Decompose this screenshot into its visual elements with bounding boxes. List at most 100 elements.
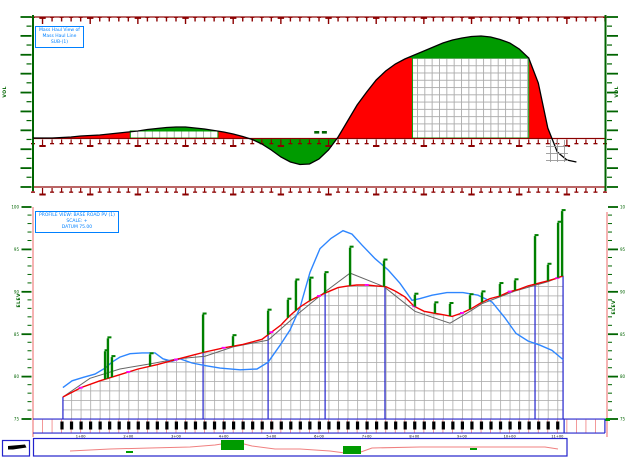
station-tick-label <box>212 421 217 430</box>
elevation-tick-label: 100 <box>620 205 625 210</box>
profile-pi-marker <box>460 312 465 314</box>
band-station-label: 2+00 <box>123 435 134 439</box>
fill-area <box>247 138 338 165</box>
elevation-tick-label: 85 <box>620 332 625 337</box>
station-tick-label <box>203 421 207 430</box>
profile-series-lines[interactable] <box>62 209 566 419</box>
station-tick-label <box>336 421 341 430</box>
station-tick-label <box>508 421 512 430</box>
station-marker-bar <box>201 314 205 353</box>
station-marker-bar <box>468 295 472 310</box>
profile-pi-marker <box>317 295 322 297</box>
fill-cap-2 <box>407 36 529 58</box>
mass-haul-axes <box>20 15 618 196</box>
profile-title-line2: SCALE: + <box>66 218 88 224</box>
band-station-label: 9+00 <box>457 435 468 439</box>
overview-strip[interactable] <box>1 437 568 457</box>
profile-hatch-area[interactable] <box>62 275 564 419</box>
elevation-tick-label: 75 <box>620 417 625 422</box>
profile-title-line3: DATUM 75.00 <box>61 224 93 230</box>
station-marker-bar <box>231 336 235 347</box>
profile-right-axis-label: ELEV <box>612 300 617 315</box>
station-marker-bar <box>308 278 312 301</box>
station-marker-bar <box>148 354 152 367</box>
station-tick-label <box>441 421 445 430</box>
mass-haul-title-line3: SUB-(1) <box>50 39 69 45</box>
station-tick-label <box>451 421 455 430</box>
station-tick-label <box>155 421 159 430</box>
elevation-tick-label: 75 <box>14 417 20 422</box>
station-marker-bar <box>480 292 484 303</box>
station-tick-label <box>527 421 531 430</box>
station-tick-label <box>374 421 379 430</box>
elevation-tick-label: 95 <box>14 247 20 252</box>
elevation-tick-label: 80 <box>14 374 20 379</box>
profile-pi-marker <box>174 358 179 361</box>
elevation-tick-label: 80 <box>620 374 625 379</box>
elevation-tick-label: 85 <box>14 332 20 337</box>
station-tick-label <box>537 421 541 430</box>
station-tick-label <box>403 421 407 430</box>
freehaul-region-1 <box>129 130 219 139</box>
station-marker-bar <box>382 260 386 287</box>
station-tick-label <box>489 421 493 430</box>
elevation-tick-label: 90 <box>620 289 625 294</box>
station-tick-label <box>270 421 274 430</box>
station-tick-label <box>517 421 522 430</box>
station-marker-bar <box>110 357 114 378</box>
station-tick-label <box>327 421 331 430</box>
band-station-label: 4+00 <box>219 435 230 439</box>
band-station-label: 5+00 <box>266 435 277 439</box>
band-station-label: 6+00 <box>314 435 325 439</box>
elevation-tick-label: 100 <box>11 205 19 210</box>
station-tick-label <box>298 421 302 430</box>
station-marker-bar <box>286 299 290 318</box>
overview-marker <box>470 448 477 450</box>
profile-pi-marker <box>269 331 274 334</box>
station-marker-bar <box>348 247 352 286</box>
station-tick-label <box>136 421 140 430</box>
station-tick-label <box>127 421 131 430</box>
station-tick-label <box>88 421 93 430</box>
station-tick-label <box>251 421 255 430</box>
station-tick-label <box>308 421 312 430</box>
station-marker-bar <box>266 310 270 335</box>
station-tick-label <box>422 421 426 430</box>
existing-ground-line <box>62 229 564 389</box>
profile-chart[interactable]: 75 75 80 80 85 85 90 90 95 95 100 100 1+00 2+00 3+00 4… <box>0 200 625 460</box>
station-tick-label <box>413 421 417 430</box>
station-tick-label <box>355 421 360 430</box>
station-tick-label <box>546 421 550 430</box>
mass-haul-chart[interactable] <box>0 0 625 200</box>
mass-haul-cut-fill-areas[interactable] <box>33 36 552 165</box>
profile-pi-marker <box>364 284 369 286</box>
mass-haul-title-box[interactable]: Mass Haul View of Mass Haul Line SUB-(1) <box>35 26 84 48</box>
station-tick-label <box>317 421 321 430</box>
station-band[interactable]: 1+00 2+00 3+00 4+00 5+00 6+00 7+00 8+00 9+00 10+0… <box>32 418 610 439</box>
profile-pi-marker <box>126 370 131 373</box>
overview-marker <box>126 451 133 453</box>
station-marker-bar <box>498 284 502 297</box>
station-marker-bar <box>413 294 417 307</box>
profile-title-box[interactable]: PROFILE VIEW: BASE ROAD PV (1) SCALE: + … <box>35 211 119 233</box>
station-tick-label <box>193 421 198 430</box>
station-marker-bar <box>323 273 327 294</box>
station-tick-label <box>279 421 283 430</box>
mass-haul-title-line1: Mass Haul View of <box>39 28 80 33</box>
mass-haul-curve[interactable] <box>33 35 577 166</box>
band-station-label: 1+00 <box>76 435 87 439</box>
band-station-label: 11+00 <box>551 435 564 439</box>
band-station-label: 8+00 <box>409 435 420 439</box>
elevation-tick-label: 95 <box>620 247 625 252</box>
station-marker-bar <box>106 338 110 379</box>
station-tick-label <box>394 421 398 430</box>
station-tick-label <box>260 421 264 430</box>
station-tick-label <box>222 421 226 430</box>
station-marker-bar <box>556 222 560 278</box>
station-tick-label <box>174 421 178 430</box>
profile-pi-marker <box>555 277 560 279</box>
band-station-label: 3+00 <box>171 435 182 439</box>
station-marker-bar <box>103 351 107 380</box>
band-station-label: 7+00 <box>362 435 373 439</box>
